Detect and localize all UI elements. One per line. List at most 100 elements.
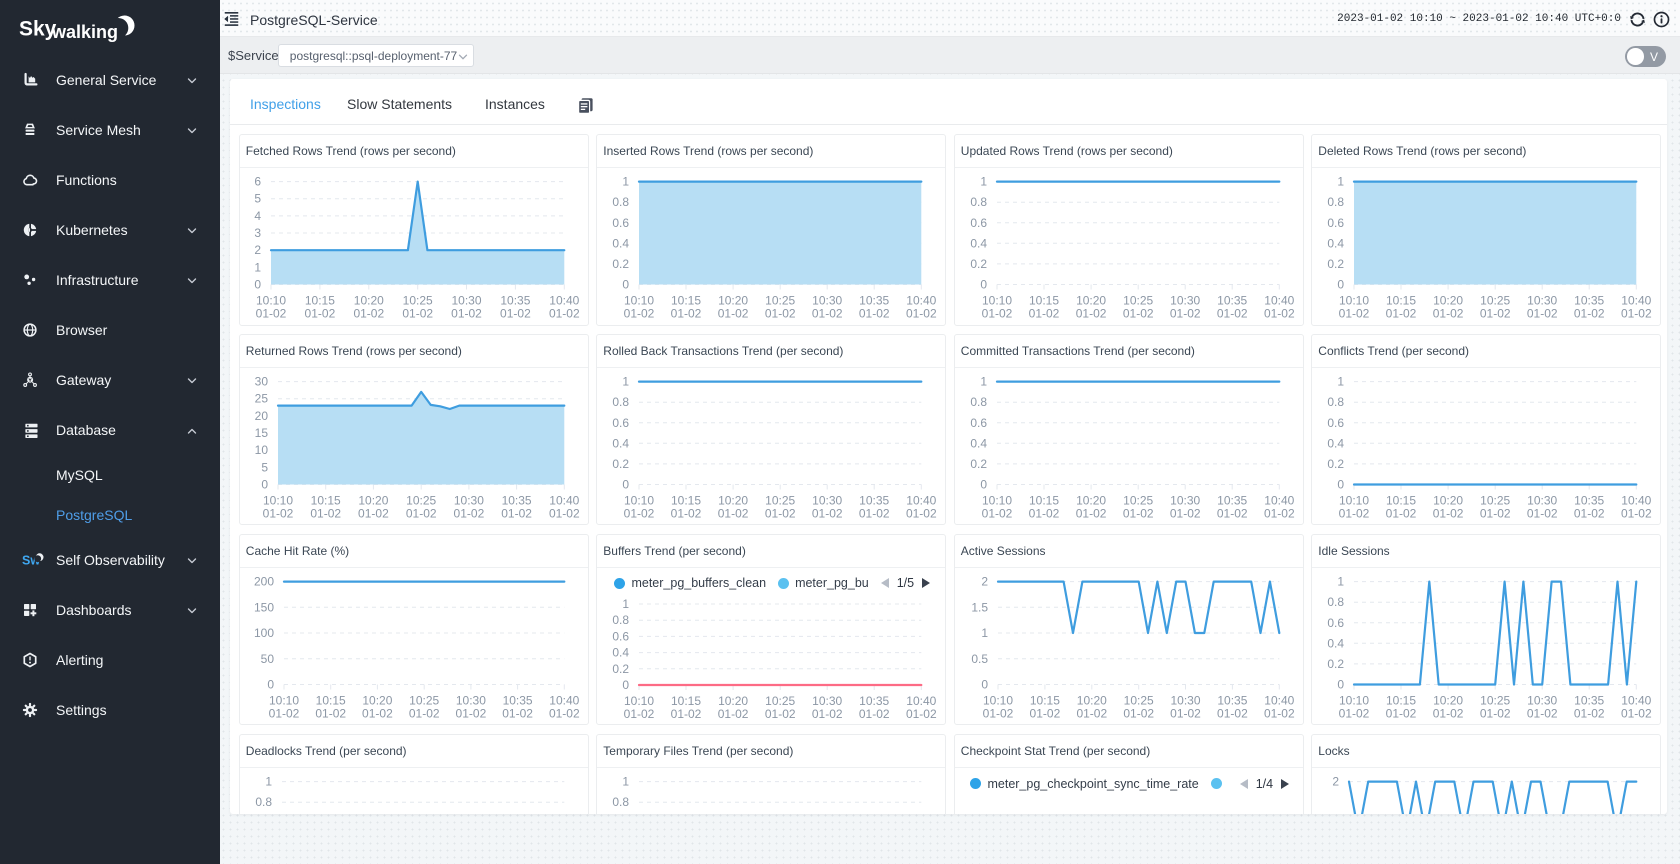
svg-text:10:40: 10:40: [1264, 493, 1294, 507]
svg-text:0.4: 0.4: [1328, 636, 1345, 650]
svg-text:01-02: 01-02: [406, 506, 437, 520]
svg-text:10:15: 10:15: [671, 493, 701, 507]
svg-text:01-02: 01-02: [502, 706, 533, 720]
svg-text:01-02: 01-02: [1170, 706, 1201, 720]
svg-text:100: 100: [254, 626, 274, 640]
svg-text:01-02: 01-02: [624, 707, 655, 721]
svg-text:0.2: 0.2: [613, 661, 630, 675]
svg-text:1: 1: [1338, 574, 1345, 588]
svg-text:10:30: 10:30: [1527, 493, 1557, 507]
svg-text:50: 50: [260, 651, 274, 665]
svg-text:10:10: 10:10: [982, 294, 1012, 308]
svg-text:10:15: 10:15: [1029, 493, 1059, 507]
svg-text:1: 1: [254, 261, 261, 275]
svg-text:5: 5: [254, 192, 261, 206]
svg-text:01-02: 01-02: [1170, 307, 1201, 321]
svg-text:10:30: 10:30: [812, 294, 842, 308]
svg-text:10:10: 10:10: [983, 693, 1013, 707]
svg-text:10:30: 10:30: [1170, 294, 1200, 308]
svg-text:10:10: 10:10: [624, 493, 654, 507]
svg-text:01-02: 01-02: [1621, 506, 1652, 520]
svg-text:10:20: 10:20: [1433, 693, 1463, 707]
svg-text:10:25: 10:25: [1480, 294, 1510, 308]
svg-text:01-02: 01-02: [812, 307, 843, 321]
svg-text:01-02: 01-02: [1621, 706, 1652, 720]
svg-text:10:20: 10:20: [354, 294, 384, 308]
svg-text:1: 1: [623, 374, 630, 388]
svg-text:0.6: 0.6: [1328, 615, 1345, 629]
svg-text:0: 0: [623, 678, 630, 692]
svg-text:0.8: 0.8: [613, 613, 630, 627]
svg-text:10:25: 10:25: [406, 493, 436, 507]
svg-text:10:40: 10:40: [1622, 294, 1652, 308]
svg-text:01-02: 01-02: [1217, 706, 1248, 720]
svg-text:10:30: 10:30: [454, 493, 484, 507]
svg-text:10:40: 10:40: [1622, 693, 1652, 707]
svg-text:01-02: 01-02: [262, 506, 293, 520]
svg-text:10:35: 10:35: [859, 294, 889, 308]
svg-text:01-02: 01-02: [1574, 706, 1605, 720]
svg-text:10:40: 10:40: [907, 294, 937, 308]
svg-text:01-02: 01-02: [455, 706, 486, 720]
svg-text:0.8: 0.8: [1328, 595, 1345, 609]
svg-text:01-02: 01-02: [1076, 706, 1107, 720]
svg-text:01-02: 01-02: [812, 707, 843, 721]
svg-text:0.4: 0.4: [613, 237, 630, 251]
svg-text:01-02: 01-02: [500, 307, 531, 321]
svg-text:10:20: 10:20: [1433, 294, 1463, 308]
svg-text:Sky: Sky: [19, 18, 57, 41]
svg-text:01-02: 01-02: [624, 307, 655, 321]
svg-text:0.4: 0.4: [613, 645, 630, 659]
svg-text:01-02: 01-02: [549, 506, 580, 520]
svg-text:0.8: 0.8: [1328, 395, 1345, 409]
svg-text:10:20: 10:20: [1077, 693, 1107, 707]
svg-text:0: 0: [623, 477, 630, 491]
svg-text:10:25: 10:25: [765, 694, 795, 708]
svg-text:01-02: 01-02: [549, 307, 580, 321]
svg-text:10:20: 10:20: [1076, 493, 1106, 507]
svg-text:0.4: 0.4: [1328, 436, 1345, 450]
svg-text:10:15: 10:15: [1029, 294, 1059, 308]
svg-text:01-02: 01-02: [859, 506, 890, 520]
svg-text:25: 25: [254, 391, 268, 405]
svg-text:0.6: 0.6: [1328, 415, 1345, 429]
svg-text:01-02: 01-02: [1386, 307, 1417, 321]
svg-text:01-02: 01-02: [1028, 506, 1059, 520]
svg-text:1.5: 1.5: [971, 600, 988, 614]
svg-text:10:40: 10:40: [1264, 693, 1294, 707]
svg-text:10:25: 10:25: [1480, 493, 1510, 507]
svg-text:01-02: 01-02: [981, 506, 1012, 520]
svg-text:10:35: 10:35: [1217, 294, 1247, 308]
svg-text:10:20: 10:20: [718, 694, 748, 708]
svg-text:10:20: 10:20: [718, 493, 748, 507]
svg-text:0: 0: [623, 278, 630, 292]
svg-text:2: 2: [981, 574, 988, 588]
svg-text:01-02: 01-02: [310, 506, 341, 520]
svg-text:01-02: 01-02: [718, 307, 749, 321]
svg-text:10:25: 10:25: [1123, 493, 1153, 507]
svg-text:0.8: 0.8: [255, 795, 272, 809]
svg-text:10:15: 10:15: [671, 294, 701, 308]
svg-text:01-02: 01-02: [1527, 506, 1558, 520]
svg-text:01-02: 01-02: [362, 706, 393, 720]
svg-text:10:40: 10:40: [907, 493, 937, 507]
svg-text:10:30: 10:30: [1170, 693, 1200, 707]
svg-text:0: 0: [254, 278, 261, 292]
svg-text:10: 10: [254, 443, 268, 457]
svg-text:1: 1: [623, 175, 630, 189]
svg-text:10:20: 10:20: [1433, 493, 1463, 507]
svg-text:1: 1: [981, 626, 988, 640]
svg-text:01-02: 01-02: [982, 706, 1013, 720]
svg-text:0.6: 0.6: [1328, 216, 1345, 230]
svg-text:0.4: 0.4: [970, 237, 987, 251]
svg-text:01-02: 01-02: [453, 506, 484, 520]
svg-text:0.6: 0.6: [613, 629, 630, 643]
svg-text:10:35: 10:35: [1574, 693, 1604, 707]
svg-text:01-02: 01-02: [1123, 307, 1154, 321]
svg-text:01-02: 01-02: [402, 307, 433, 321]
svg-text:01-02: 01-02: [859, 707, 890, 721]
svg-text:0: 0: [267, 677, 274, 691]
svg-text:10:15: 10:15: [1386, 693, 1416, 707]
svg-text:3: 3: [254, 226, 261, 240]
svg-text:0.8: 0.8: [1328, 196, 1345, 210]
